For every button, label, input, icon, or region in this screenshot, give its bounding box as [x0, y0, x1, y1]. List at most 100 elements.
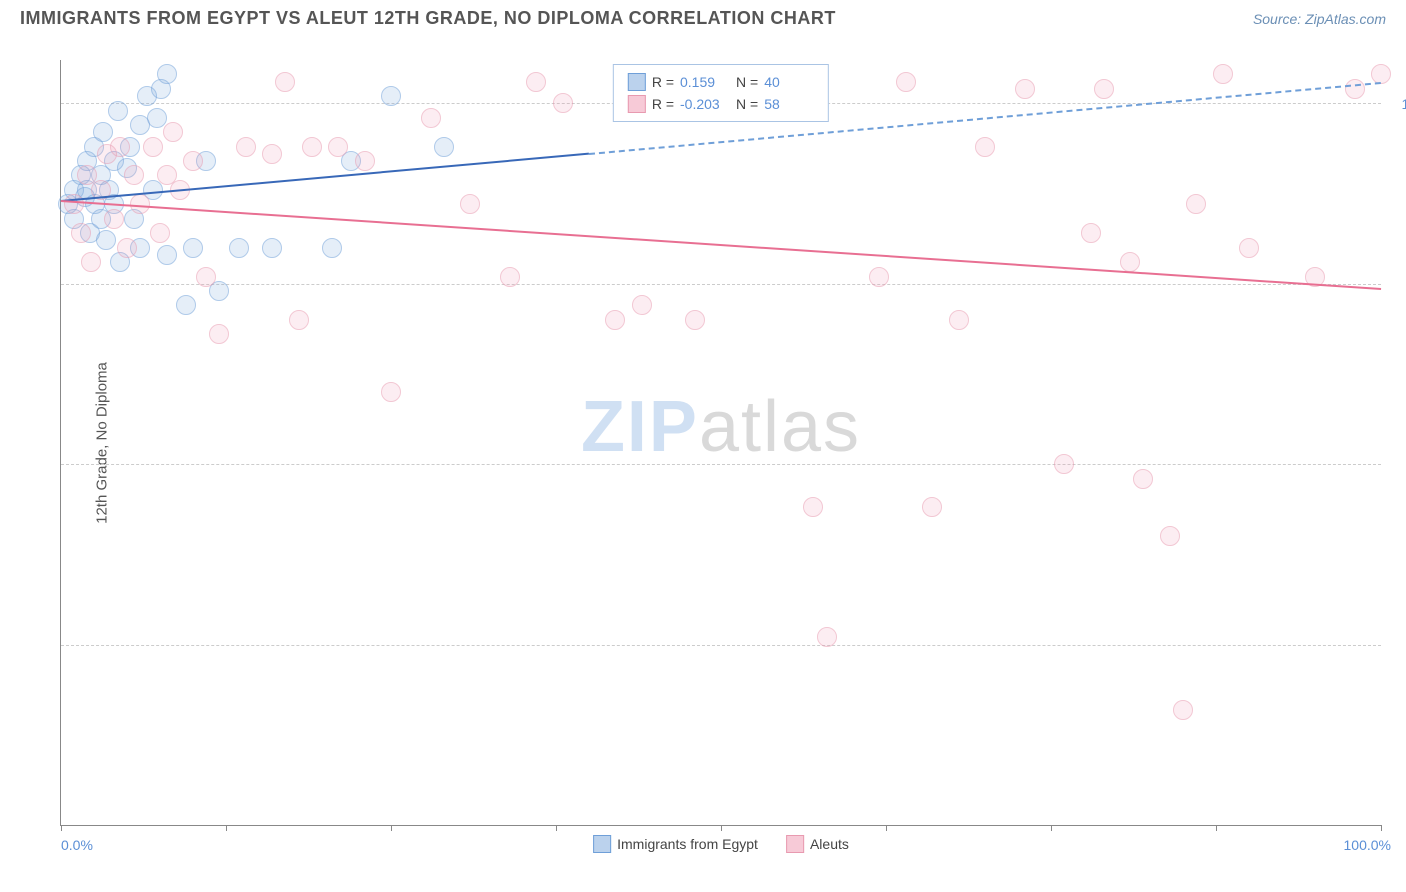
data-point	[500, 267, 520, 287]
legend-label: Immigrants from Egypt	[617, 836, 758, 852]
x-tick	[61, 825, 62, 831]
data-point	[143, 137, 163, 157]
data-point	[229, 238, 249, 258]
data-point	[150, 223, 170, 243]
data-point	[949, 310, 969, 330]
data-point	[896, 72, 916, 92]
data-point	[262, 144, 282, 164]
series-legend: Immigrants from Egypt Aleuts	[593, 835, 849, 853]
x-tick	[226, 825, 227, 831]
x-tick	[1216, 825, 1217, 831]
data-point	[147, 108, 167, 128]
data-point	[196, 267, 216, 287]
data-point	[1054, 454, 1074, 474]
data-point	[108, 101, 128, 121]
data-point	[124, 165, 144, 185]
data-point	[93, 122, 113, 142]
legend-n-label: N =	[736, 96, 758, 112]
data-point	[1239, 238, 1259, 258]
data-point	[355, 151, 375, 171]
data-point	[553, 93, 573, 113]
data-point	[1213, 64, 1233, 84]
source-label: Source: ZipAtlas.com	[1253, 11, 1386, 27]
data-point	[163, 122, 183, 142]
data-point	[1094, 79, 1114, 99]
data-point	[236, 137, 256, 157]
x-tick	[556, 825, 557, 831]
data-point	[1133, 469, 1153, 489]
data-point	[96, 230, 116, 250]
legend-item-egypt: Immigrants from Egypt	[593, 835, 758, 853]
chart-header: IMMIGRANTS FROM EGYPT VS ALEUT 12TH GRAD…	[0, 0, 1406, 33]
data-point	[434, 137, 454, 157]
data-point	[381, 86, 401, 106]
legend-label: Aleuts	[810, 836, 849, 852]
data-point	[183, 238, 203, 258]
data-point	[157, 245, 177, 265]
data-point	[922, 497, 942, 517]
legend-n-label: N =	[736, 74, 758, 90]
data-point	[526, 72, 546, 92]
legend-n-value: 40	[764, 74, 814, 90]
data-point	[817, 627, 837, 647]
data-point	[605, 310, 625, 330]
legend-r-label: R =	[652, 96, 674, 112]
gridline: 87.5%	[61, 284, 1381, 285]
x-tick	[391, 825, 392, 831]
data-point	[1371, 64, 1391, 84]
watermark: ZIPatlas	[581, 386, 861, 468]
data-point	[209, 324, 229, 344]
legend-r-value: 0.159	[680, 74, 730, 90]
chart-plot-area: 12th Grade, No Diploma ZIPatlas 62.5% 75.…	[60, 60, 1381, 826]
data-point	[104, 209, 124, 229]
data-point	[262, 238, 282, 258]
data-point	[328, 137, 348, 157]
legend-row-blue: R = 0.159 N = 40	[628, 71, 814, 93]
trend-line	[61, 200, 1381, 290]
gridline: 75.0%	[61, 464, 1381, 465]
data-point	[1015, 79, 1035, 99]
legend-r-value: -0.203	[680, 96, 730, 112]
y-axis-label: 12th Grade, No Diploma	[93, 362, 110, 524]
data-point	[421, 108, 441, 128]
data-point	[289, 310, 309, 330]
data-point	[803, 497, 823, 517]
data-point	[975, 137, 995, 157]
watermark-zip: ZIP	[581, 387, 699, 467]
data-point	[460, 194, 480, 214]
data-point	[157, 64, 177, 84]
data-point	[1120, 252, 1140, 272]
legend-item-aleuts: Aleuts	[786, 835, 849, 853]
data-point	[1081, 223, 1101, 243]
x-tick	[721, 825, 722, 831]
chart-title: IMMIGRANTS FROM EGYPT VS ALEUT 12TH GRAD…	[20, 8, 836, 29]
data-point	[81, 252, 101, 272]
correlation-legend: R = 0.159 N = 40 R = -0.203 N = 58	[613, 64, 829, 122]
data-point	[110, 137, 130, 157]
data-point	[302, 137, 322, 157]
x-tick	[1051, 825, 1052, 831]
legend-swatch-blue	[593, 835, 611, 853]
legend-swatch-pink	[628, 95, 646, 113]
data-point	[869, 267, 889, 287]
data-point	[1160, 526, 1180, 546]
gridline: 62.5%	[61, 645, 1381, 646]
legend-r-label: R =	[652, 74, 674, 90]
x-axis-label-min: 0.0%	[61, 837, 93, 853]
legend-swatch-pink	[786, 835, 804, 853]
data-point	[183, 151, 203, 171]
data-point	[1345, 79, 1365, 99]
x-tick	[1381, 825, 1382, 831]
legend-swatch-blue	[628, 73, 646, 91]
legend-row-pink: R = -0.203 N = 58	[628, 93, 814, 115]
data-point	[1173, 700, 1193, 720]
x-tick	[886, 825, 887, 831]
data-point	[117, 238, 137, 258]
data-point	[685, 310, 705, 330]
data-point	[1186, 194, 1206, 214]
x-axis-label-max: 100.0%	[1344, 837, 1391, 853]
y-tick-label: 100.0%	[1402, 96, 1406, 112]
data-point	[71, 223, 91, 243]
data-point	[632, 295, 652, 315]
legend-n-value: 58	[764, 96, 814, 112]
